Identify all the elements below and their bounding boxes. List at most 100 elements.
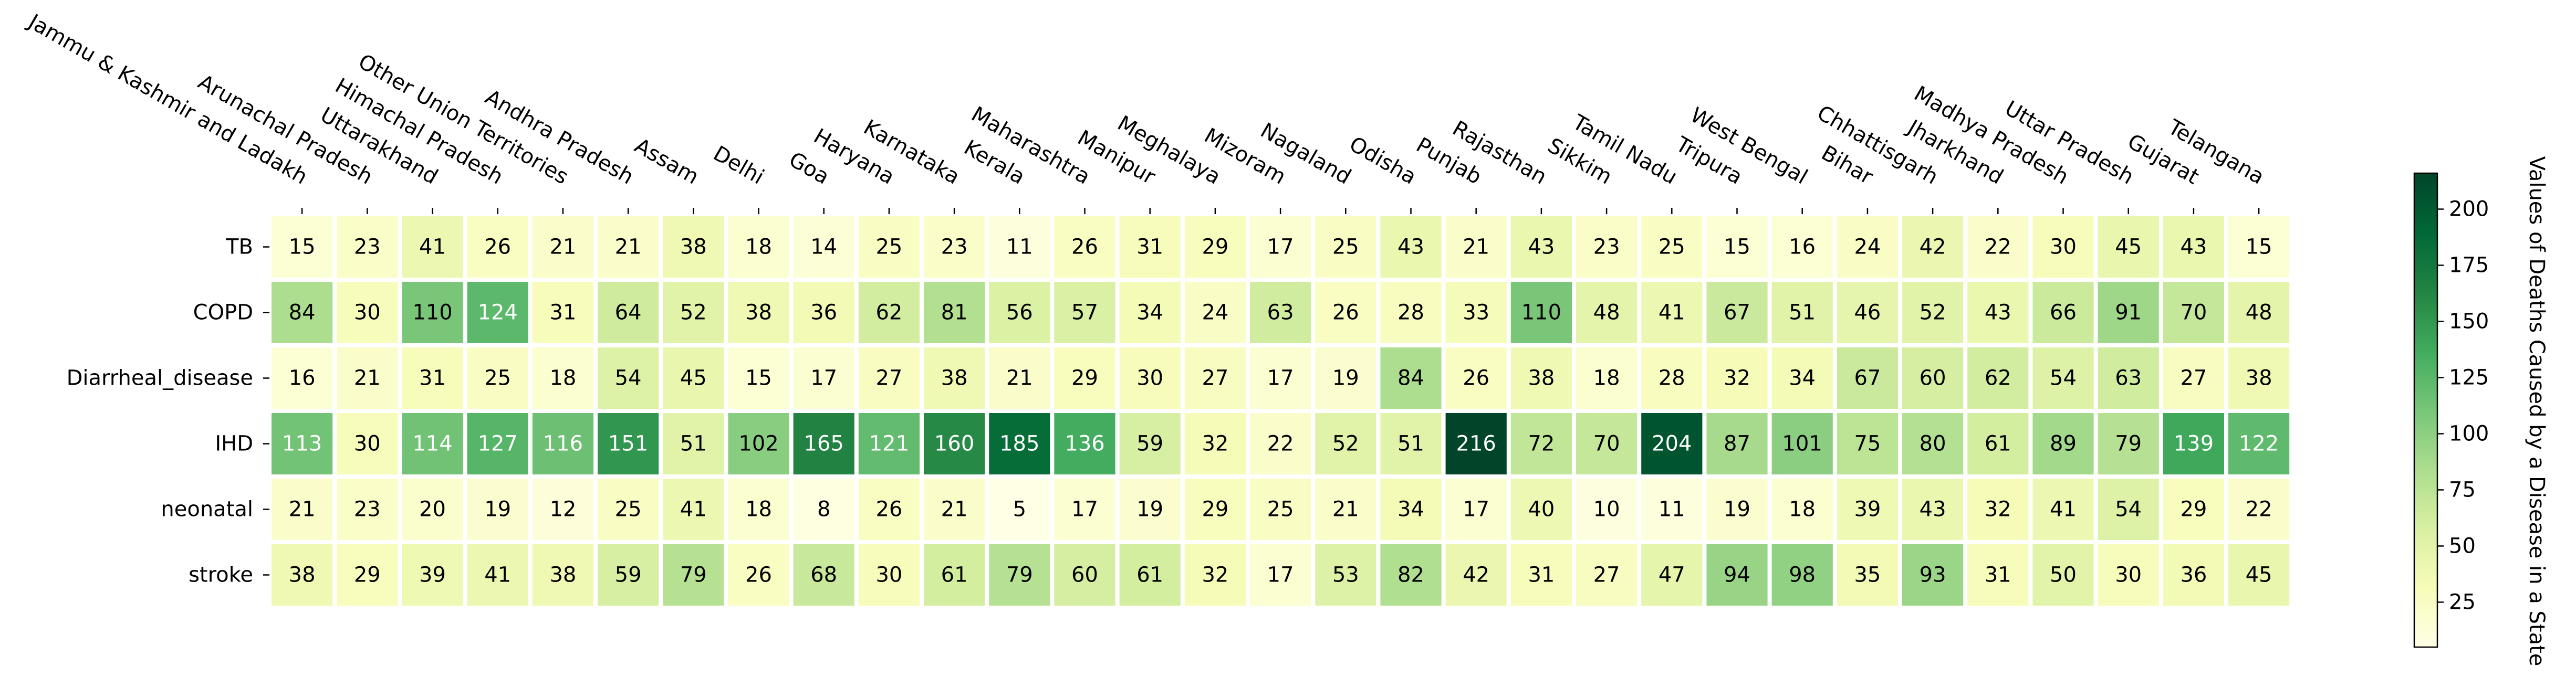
cell-value-label: 23 xyxy=(1593,235,1620,259)
cell-value-label: 41 xyxy=(419,235,446,259)
colorbar: 25 50 75 100 125 150 175 200 Values of Deaths Ca… xyxy=(2413,156,2549,666)
heatmap-cell-diarrheal-disease-west-bengal xyxy=(1771,347,1833,409)
heatmap-cell-diarrheal-disease-himachal-pradesh xyxy=(467,347,528,409)
cell-value-label: 21 xyxy=(941,498,968,522)
heatmap-cell-tb-assam xyxy=(663,216,724,278)
cell-value-label: 61 xyxy=(1985,432,2011,456)
heatmap-cell-neonatal-jammu-kashmir-and-ladakh xyxy=(272,479,333,540)
column-label-assam: Assam xyxy=(631,134,703,189)
heatmap-cell-tb-odisha xyxy=(1380,216,1442,278)
cell-value-label: 34 xyxy=(1397,498,1424,522)
heatmap-cell-stroke-delhi xyxy=(728,544,789,606)
heatmap-cell-diarrheal-disease-kerala xyxy=(989,347,1050,409)
heatmap-cell-ihd-haryana xyxy=(858,413,920,474)
heatmap-cell-copd-delhi xyxy=(728,282,789,343)
cell-value-label: 20 xyxy=(419,498,446,522)
heatmap-cell-diarrheal-disease-maharashtra xyxy=(1054,347,1115,409)
heatmap-cell-neonatal-bihar xyxy=(1837,479,1898,540)
cell-value-label: 27 xyxy=(2180,366,2207,390)
cell-value-label: 51 xyxy=(680,432,707,456)
cell-value-label: 43 xyxy=(2180,235,2207,259)
heatmap-cell-neonatal-madhya-pradesh xyxy=(2032,479,2094,540)
cell-value-label: 26 xyxy=(1463,366,1489,390)
cell-value-label: 34 xyxy=(1789,366,1816,390)
heatmap-cell-copd-meghalaya xyxy=(1184,282,1246,343)
cell-value-label: 45 xyxy=(680,366,707,390)
heatmap-cell-copd-arunachal-pradesh xyxy=(337,282,398,343)
heatmap-cell-stroke-rajasthan xyxy=(1510,544,1572,606)
cell-value-label: 57 xyxy=(1071,301,1098,325)
heatmap-cells: 15 23 41 26 21 21 38 18 14 25 23 11 26 31 29 17 25 43 21 43… xyxy=(272,216,2290,606)
heatmap-cell-stroke-maharashtra xyxy=(1054,544,1115,606)
cell-value-label: 60 xyxy=(1920,366,1946,390)
heatmap-cell-stroke-assam xyxy=(663,544,724,606)
cell-value-label: 93 xyxy=(1920,563,1946,587)
heatmap-cell-neonatal-manipur xyxy=(1119,479,1181,540)
heatmap-cell-stroke-madhya-pradesh xyxy=(2032,544,2094,606)
cell-value-label: 27 xyxy=(1202,366,1228,390)
heatmap-cell-neonatal-karnataka xyxy=(924,479,985,540)
heatmap-cell-ihd-rajasthan xyxy=(1510,413,1572,474)
heatmap-cell-neonatal-meghalaya xyxy=(1184,479,1246,540)
heatmap-cell-tb-haryana xyxy=(858,216,920,278)
heatmap-cell-tb-andhra-pradesh xyxy=(598,216,659,278)
cell-value-label: 34 xyxy=(1136,301,1163,325)
cell-value-label: 14 xyxy=(810,235,837,259)
cell-value-label: 66 xyxy=(2050,301,2077,325)
heatmap-cell-diarrheal-disease-odisha xyxy=(1380,347,1442,409)
heatmap-cell-neonatal-haryana xyxy=(858,479,920,540)
heatmap-cell-ihd-himachal-pradesh xyxy=(467,413,528,474)
heatmap-cell-tb-madhya-pradesh xyxy=(2032,216,2094,278)
cell-value-label: 61 xyxy=(941,563,968,587)
cell-value-label: 25 xyxy=(484,366,511,390)
heatmap-cell-neonatal-uttarakhand xyxy=(402,479,463,540)
heatmap-cell-tb-bihar xyxy=(1837,216,1898,278)
cell-value-label: 29 xyxy=(2180,498,2207,522)
cell-value-label: 38 xyxy=(2246,366,2272,390)
heatmap-cell-copd-chhattisgarh xyxy=(1902,282,1964,343)
cell-value-label: 25 xyxy=(875,235,902,259)
cell-value-label: 15 xyxy=(1724,235,1750,259)
heatmap-cell-diarrheal-disease-punjab xyxy=(1445,347,1507,409)
cell-value-label: 185 xyxy=(999,432,1039,456)
cell-value-label: 70 xyxy=(1593,432,1620,456)
cell-value-label: 19 xyxy=(1136,498,1163,522)
heatmap-cell-ihd-telangana xyxy=(2228,413,2290,474)
row-labels: TB COPD Diarrheal_disease IHD neonatal stroke xyxy=(67,235,269,587)
cell-value-label: 38 xyxy=(745,301,772,325)
heatmap-cell-neonatal-odisha xyxy=(1380,479,1442,540)
heatmap-cell-neonatal-telangana xyxy=(2228,479,2290,540)
cell-value-label: 38 xyxy=(549,563,576,587)
cell-value-label: 25 xyxy=(1332,235,1359,259)
cell-value-label: 62 xyxy=(1985,366,2011,390)
heatmap-cell-ihd-manipur xyxy=(1119,413,1181,474)
heatmap-cell-tb-uttar-pradesh xyxy=(2098,216,2159,278)
cell-value-label: 32 xyxy=(1202,432,1228,456)
heatmap-cell-ihd-goa xyxy=(793,413,854,474)
heatmap-cell-diarrheal-disease-uttar-pradesh xyxy=(2098,347,2159,409)
heatmap-cell-stroke-goa xyxy=(793,544,854,606)
colorbar-tick-label: 175 xyxy=(2449,253,2489,277)
heatmap-cell-neonatal-sikkim xyxy=(1576,479,1638,540)
heatmap-cell-tb-nagaland xyxy=(1315,216,1376,278)
cell-value-label: 80 xyxy=(1920,432,1946,456)
cell-value-label: 26 xyxy=(1332,301,1359,325)
heatmap-cell-diarrheal-disease-bihar xyxy=(1837,347,1898,409)
cell-value-label: 41 xyxy=(680,498,707,522)
cell-value-label: 122 xyxy=(2239,432,2279,456)
colorbar-tick-label: 75 xyxy=(2449,478,2476,502)
cell-value-label: 54 xyxy=(2115,498,2142,522)
heatmap-cell-diarrheal-disease-andhra-pradesh xyxy=(598,347,659,409)
heatmap-cell-tb-other-union-territories xyxy=(532,216,593,278)
cell-value-label: 8 xyxy=(817,498,830,522)
heatmap-cell-neonatal-delhi xyxy=(728,479,789,540)
cell-value-label: 81 xyxy=(941,301,968,325)
heatmap-cell-ihd-delhi xyxy=(728,413,789,474)
cell-value-label: 82 xyxy=(1397,563,1424,587)
cell-value-label: 139 xyxy=(2174,432,2214,456)
cell-value-label: 39 xyxy=(419,563,446,587)
cell-value-label: 160 xyxy=(934,432,974,456)
heatmap-cell-copd-mizoram xyxy=(1250,282,1311,343)
heatmap-cell-copd-tripura xyxy=(1706,282,1768,343)
cell-value-label: 31 xyxy=(419,366,446,390)
